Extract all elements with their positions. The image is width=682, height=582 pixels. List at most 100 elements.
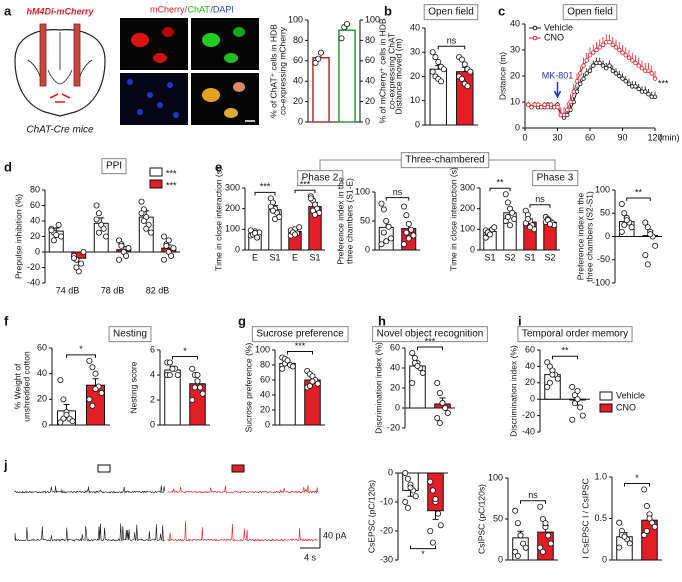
data-point [427,528,434,535]
data-point [168,252,175,259]
data-point [414,362,421,369]
legend-marker [532,35,538,41]
data-point [311,211,318,218]
data-point [429,487,436,494]
data-point [520,540,527,547]
data-point [633,84,638,89]
significance: *** [260,182,271,192]
data-point [57,419,64,426]
data-point [561,112,567,118]
data-point [649,519,656,526]
data-point [194,378,201,385]
data-point [138,210,145,217]
significance: ** [635,187,643,197]
y-tick-label: 0 [35,246,40,256]
y-tick-label: 40 [30,215,40,225]
data-point [545,104,550,110]
data-point [405,220,412,227]
data-point [92,370,99,377]
panel-letter: i [518,313,522,328]
data-point [407,484,414,491]
data-point [591,50,596,55]
data-point [378,200,385,207]
y-tick-label: 4 [150,369,155,379]
data-point [626,540,633,547]
significance: *** [300,180,311,190]
y-tick-label: 20 [525,377,535,387]
y-tick-label: -40 [522,426,535,436]
y-tick-label: 1.0 [594,471,607,481]
y-axis-label: co-expressing ChAT [386,33,396,109]
data-point [57,377,64,384]
significance: ns [393,187,403,197]
data-point [597,60,602,66]
x-tick-label: S1 [309,252,320,262]
y-tick-label: 50 [360,215,370,225]
brain-schematic [14,23,106,117]
scale-time: 4 s [304,552,317,562]
data-point [412,493,419,500]
data-point [50,237,57,244]
y-tick-label: 30 [510,44,520,54]
data-point [649,71,654,76]
y-axis-label: Time in close interaction (s) [213,167,223,271]
data-point [626,55,632,60]
data-point [89,364,96,371]
y-tick-label: 40 [365,76,375,86]
y-axis-label: Nesting score [128,361,138,413]
data-point [57,233,64,240]
data-point [467,68,474,75]
data-point [80,248,87,255]
error-bar [432,510,439,520]
y-axis-label: Preference index in the [575,193,585,281]
data-point [610,42,615,47]
data-point [577,404,584,411]
y-tick-label: 0 [298,116,303,126]
y-tick-label: 200 [225,203,240,213]
y-axis-label: I CsEPSC I / CsIPSC [580,478,590,558]
data-point [199,390,206,397]
data-point [539,548,546,555]
legend-swatch [599,391,613,401]
y-tick-label: 0 [388,467,393,477]
mouse-label: ChAT-Cre mice [26,125,94,136]
significance: * [635,473,639,483]
data-point [166,371,173,378]
y-tick-label: 50 [600,208,610,218]
y-tick-label: -50 [597,254,610,264]
data-point [618,200,625,207]
data-point [587,68,593,73]
data-point [643,527,650,534]
data-point [604,65,609,71]
title-box [251,326,349,343]
x-tick-label: 60 [585,132,595,142]
y-tick-label: 100 [460,224,475,234]
y-tick-label: 0 [605,231,610,241]
data-point [623,53,628,58]
data-point [437,522,444,529]
title-box [562,4,618,21]
significance: ns [528,490,538,500]
data-point [60,415,67,422]
data-point [620,76,625,81]
data-point [380,206,387,213]
data-point [617,73,622,79]
data-point [89,402,96,409]
legend-label: Vehicle [616,390,645,400]
chart-title: Open field [428,7,474,18]
data-point [140,217,147,224]
data-point [512,507,519,514]
y-tick-label: 60 [30,200,40,210]
data-point [464,83,471,90]
significance: *** [295,341,306,351]
data-point [251,230,258,237]
data-point [544,359,551,366]
data-point [643,89,648,94]
data-point [636,63,641,68]
data-point [174,371,181,378]
data-point [511,215,518,222]
bracket [66,354,96,358]
data-point [411,354,418,361]
scale-current: 40 pA [323,530,347,540]
data-point [581,63,586,68]
